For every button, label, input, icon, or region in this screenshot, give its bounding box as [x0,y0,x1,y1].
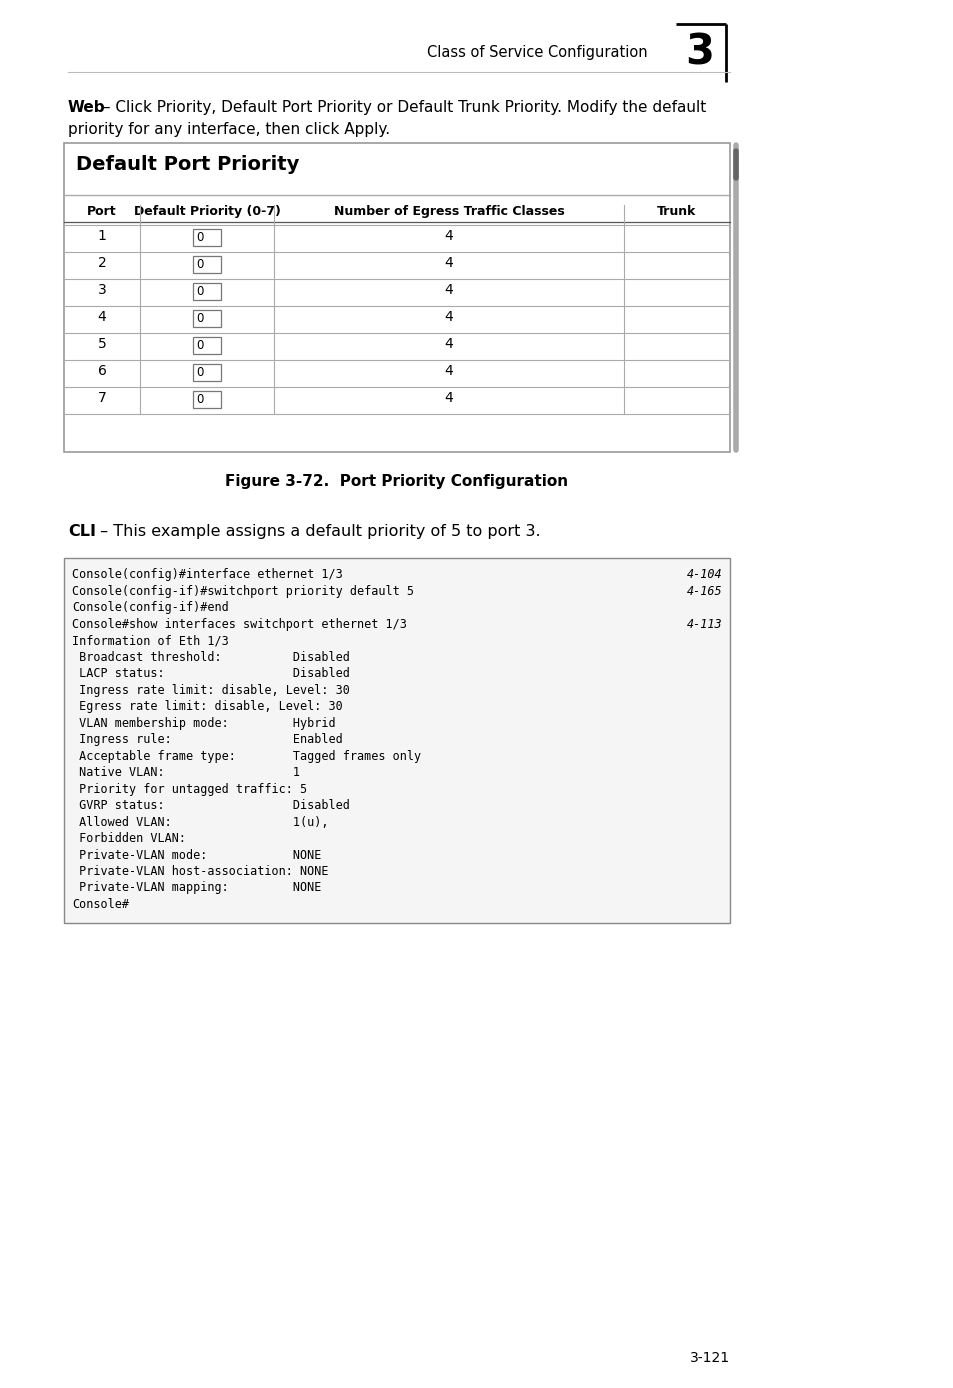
Text: Web: Web [68,100,106,115]
Text: 0: 0 [195,258,203,271]
Text: Console(config-if)#switchport priority default 5: Console(config-if)#switchport priority d… [71,584,414,597]
Text: 0: 0 [195,366,203,379]
Text: Ingress rule:                 Enabled: Ingress rule: Enabled [71,733,342,745]
Text: Egress rate limit: disable, Level: 30: Egress rate limit: disable, Level: 30 [71,700,342,713]
Text: – Click Priority, Default Port Priority or Default Trunk Priority. Modify the de: – Click Priority, Default Port Priority … [98,100,705,115]
Text: 4: 4 [444,283,453,297]
Text: Forbidden VLAN:: Forbidden VLAN: [71,831,186,845]
Text: 4-104: 4-104 [685,568,721,582]
Text: Private-VLAN host-association: NONE: Private-VLAN host-association: NONE [71,865,328,879]
Bar [64,558,729,923]
Text: 0: 0 [195,230,203,244]
Text: Figure 3-72.  Port Priority Configuration: Figure 3-72. Port Priority Configuration [225,473,568,489]
Text: Number of Egress Traffic Classes: Number of Egress Traffic Classes [334,205,564,218]
Text: 5: 5 [97,337,107,351]
Text: 0: 0 [195,393,203,407]
Text: 4: 4 [444,229,453,243]
Bar [193,255,221,273]
Text: 4: 4 [444,337,453,351]
Text: 0: 0 [195,339,203,353]
Bar [64,143,729,452]
Text: – This example assigns a default priority of 5 to port 3.: – This example assigns a default priorit… [95,525,540,539]
Text: Private-VLAN mode:            NONE: Private-VLAN mode: NONE [71,848,321,862]
Text: Console#: Console# [71,898,129,911]
Text: Priority for untagged traffic: 5: Priority for untagged traffic: 5 [71,783,307,795]
Text: Console(config)#interface ethernet 1/3: Console(config)#interface ethernet 1/3 [71,568,342,582]
Text: 0: 0 [195,312,203,325]
Text: 1: 1 [97,229,107,243]
Text: Information of Eth 1/3: Information of Eth 1/3 [71,634,229,647]
Text: 4: 4 [97,310,107,323]
Bar [193,229,221,246]
Text: Private-VLAN mapping:         NONE: Private-VLAN mapping: NONE [71,881,321,894]
Text: Default Priority (0-7): Default Priority (0-7) [133,205,280,218]
Text: 6: 6 [97,364,107,378]
Text: Broadcast threshold:          Disabled: Broadcast threshold: Disabled [71,651,350,663]
Text: CLI: CLI [68,525,96,539]
Bar [193,391,221,408]
Text: Console(config-if)#end: Console(config-if)#end [71,601,229,613]
Text: Console#show interfaces switchport ethernet 1/3: Console#show interfaces switchport ether… [71,618,406,630]
Text: 3: 3 [685,31,714,74]
Text: Default Port Priority: Default Port Priority [76,155,299,174]
Bar [193,283,221,300]
Text: 4: 4 [444,391,453,405]
Text: Port: Port [87,205,116,218]
Bar [193,310,221,328]
Text: 7: 7 [97,391,107,405]
Text: 3: 3 [97,283,107,297]
Text: priority for any interface, then click Apply.: priority for any interface, then click A… [68,122,390,137]
Text: LACP status:                  Disabled: LACP status: Disabled [71,668,350,680]
Bar [193,364,221,380]
Bar [193,337,221,354]
Text: 4-113: 4-113 [685,618,721,630]
Text: Trunk: Trunk [657,205,696,218]
Text: Acceptable frame type:        Tagged frames only: Acceptable frame type: Tagged frames onl… [71,750,420,762]
Text: 2: 2 [97,255,107,271]
Text: Allowed VLAN:                 1(u),: Allowed VLAN: 1(u), [71,816,328,829]
Text: 0: 0 [195,285,203,298]
Text: 3-121: 3-121 [689,1351,729,1364]
Text: Ingress rate limit: disable, Level: 30: Ingress rate limit: disable, Level: 30 [71,683,350,697]
Text: 4: 4 [444,310,453,323]
Text: 4: 4 [444,255,453,271]
Text: 4-165: 4-165 [685,584,721,597]
Text: Class of Service Configuration: Class of Service Configuration [427,44,647,60]
Text: 4: 4 [444,364,453,378]
Text: Native VLAN:                  1: Native VLAN: 1 [71,766,299,779]
Text: GVRP status:                  Disabled: GVRP status: Disabled [71,799,350,812]
Text: VLAN membership mode:         Hybrid: VLAN membership mode: Hybrid [71,716,335,730]
